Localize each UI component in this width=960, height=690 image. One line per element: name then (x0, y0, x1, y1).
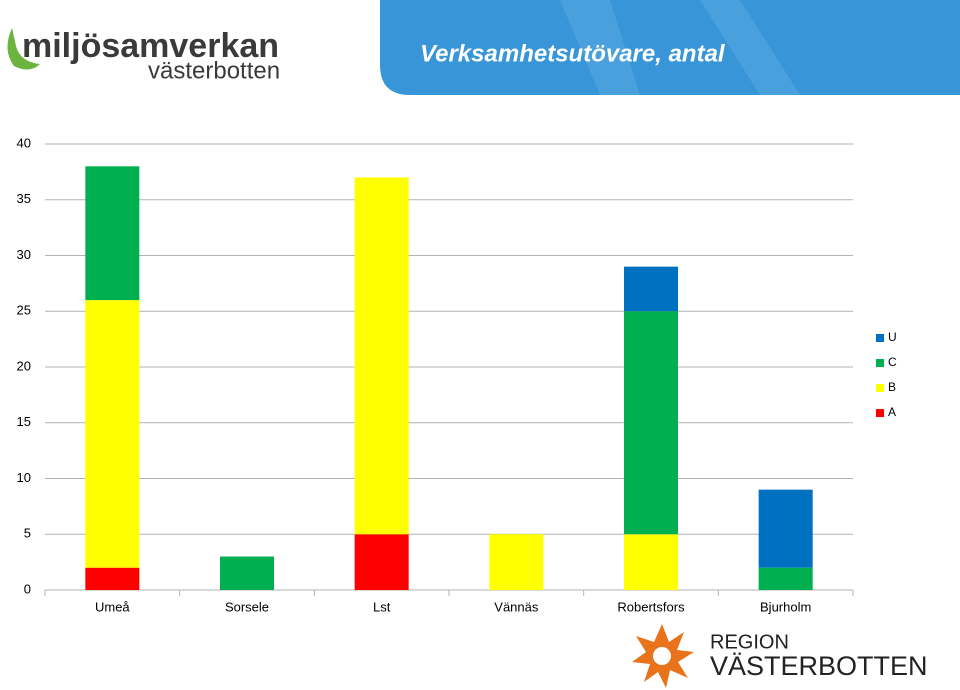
bar-segment (85, 300, 140, 568)
legend-swatch (876, 384, 884, 392)
bar-segment (624, 311, 678, 535)
bar-segment (624, 534, 678, 590)
y-tick-label: 10 (17, 470, 31, 485)
legend-swatch (876, 409, 884, 417)
bar-segment (354, 534, 409, 590)
bar-segment (220, 556, 274, 590)
header-banner (380, 0, 960, 95)
legend-swatch (876, 334, 884, 342)
bar-segment (85, 166, 140, 301)
region-logo-line2: VÄSTERBOTTEN (710, 651, 928, 681)
region-logo-mark (632, 624, 694, 688)
y-tick-label: 15 (17, 414, 31, 429)
x-tick-label: Umeå (95, 599, 130, 614)
bar-segment (354, 177, 409, 535)
legend-label: U (888, 330, 897, 344)
bar-segment (489, 534, 544, 590)
chart-title: Verksamhetsutövare, antal (420, 40, 726, 67)
legend-label: A (888, 405, 896, 419)
legend-label: C (888, 355, 897, 369)
region-logo-line1: REGION (710, 631, 789, 653)
logo-region: västerbotten (148, 57, 280, 84)
x-tick-label: Vännäs (494, 599, 539, 614)
bar-segment (758, 567, 813, 590)
bar-segment (758, 489, 813, 568)
bar-segment (624, 266, 678, 312)
x-tick-label: Sorsele (225, 599, 269, 614)
x-tick-label: Bjurholm (760, 599, 811, 614)
logo-leaf (7, 28, 41, 70)
bar-segment (85, 567, 140, 590)
logo-name: miljösamverkan (22, 27, 279, 65)
legend-swatch (876, 359, 884, 367)
x-tick-label: Lst (373, 599, 391, 614)
y-tick-label: 0 (24, 581, 31, 596)
legend-label: B (888, 380, 896, 394)
y-tick-label: 5 (24, 526, 31, 541)
banner-decoration (560, 0, 800, 95)
y-tick-label: 20 (17, 358, 31, 373)
y-tick-label: 40 (17, 135, 31, 150)
x-tick-label: Robertsfors (617, 599, 685, 614)
y-tick-label: 25 (17, 303, 31, 318)
y-tick-label: 30 (17, 247, 31, 262)
y-tick-label: 35 (17, 191, 31, 206)
